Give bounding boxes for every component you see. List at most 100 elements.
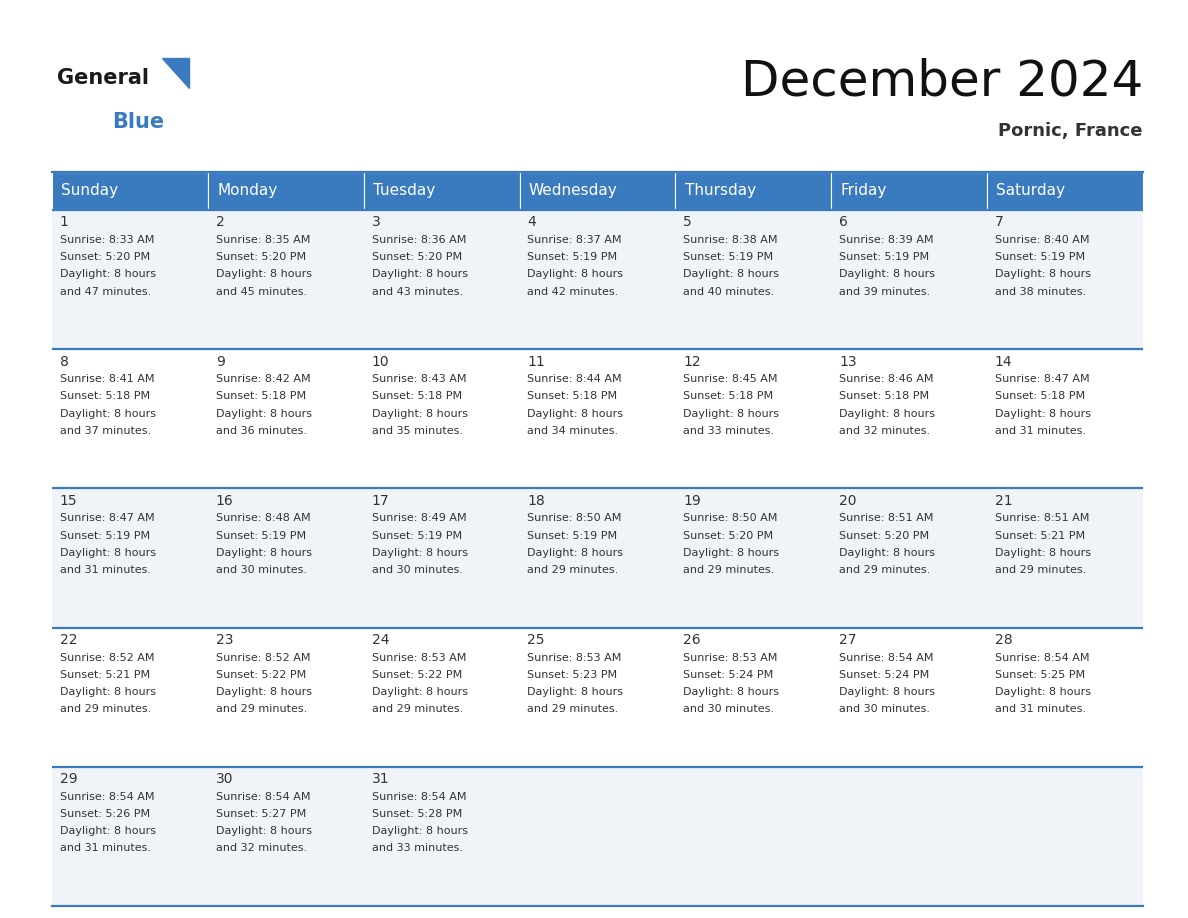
Text: Sunset: 5:19 PM: Sunset: 5:19 PM <box>839 252 929 263</box>
Text: Sunset: 5:18 PM: Sunset: 5:18 PM <box>994 391 1085 401</box>
Text: Daylight: 8 hours: Daylight: 8 hours <box>216 687 311 697</box>
Text: 28: 28 <box>994 633 1012 647</box>
FancyBboxPatch shape <box>832 767 987 906</box>
Text: 4: 4 <box>527 216 536 230</box>
Text: and 29 minutes.: and 29 minutes. <box>527 565 619 575</box>
Text: 15: 15 <box>59 494 77 508</box>
Text: 2: 2 <box>216 216 225 230</box>
Text: Sunset: 5:18 PM: Sunset: 5:18 PM <box>59 391 150 401</box>
Text: Daylight: 8 hours: Daylight: 8 hours <box>527 548 624 558</box>
Text: Sunset: 5:19 PM: Sunset: 5:19 PM <box>216 531 305 541</box>
Text: Sunrise: 8:43 AM: Sunrise: 8:43 AM <box>372 375 466 385</box>
Text: and 30 minutes.: and 30 minutes. <box>839 704 930 714</box>
Text: Sunrise: 8:54 AM: Sunrise: 8:54 AM <box>839 653 934 663</box>
Text: 25: 25 <box>527 633 545 647</box>
Text: and 29 minutes.: and 29 minutes. <box>59 704 151 714</box>
Text: Daylight: 8 hours: Daylight: 8 hours <box>372 548 468 558</box>
FancyBboxPatch shape <box>519 488 676 628</box>
Text: 21: 21 <box>994 494 1012 508</box>
Text: Sunset: 5:20 PM: Sunset: 5:20 PM <box>59 252 150 263</box>
Text: Sunrise: 8:49 AM: Sunrise: 8:49 AM <box>372 513 466 523</box>
Text: Sunrise: 8:45 AM: Sunrise: 8:45 AM <box>683 375 778 385</box>
Text: Sunset: 5:19 PM: Sunset: 5:19 PM <box>527 531 618 541</box>
FancyBboxPatch shape <box>364 172 519 210</box>
Text: Monday: Monday <box>217 184 278 198</box>
Text: Sunrise: 8:53 AM: Sunrise: 8:53 AM <box>372 653 466 663</box>
Text: and 32 minutes.: and 32 minutes. <box>839 426 930 436</box>
Text: Daylight: 8 hours: Daylight: 8 hours <box>59 409 156 419</box>
FancyBboxPatch shape <box>52 628 208 767</box>
FancyBboxPatch shape <box>987 488 1143 628</box>
Text: Sunset: 5:18 PM: Sunset: 5:18 PM <box>839 391 929 401</box>
Text: and 35 minutes.: and 35 minutes. <box>372 426 462 436</box>
Text: and 47 minutes.: and 47 minutes. <box>59 286 151 297</box>
FancyBboxPatch shape <box>676 628 832 767</box>
Text: Daylight: 8 hours: Daylight: 8 hours <box>372 269 468 279</box>
Text: Sunset: 5:20 PM: Sunset: 5:20 PM <box>372 252 462 263</box>
FancyBboxPatch shape <box>52 488 208 628</box>
FancyBboxPatch shape <box>832 628 987 767</box>
Text: Saturday: Saturday <box>997 184 1066 198</box>
FancyBboxPatch shape <box>52 172 208 210</box>
Text: and 45 minutes.: and 45 minutes. <box>216 286 307 297</box>
Text: Sunset: 5:19 PM: Sunset: 5:19 PM <box>683 252 773 263</box>
Text: 27: 27 <box>839 633 857 647</box>
Text: Sunrise: 8:54 AM: Sunrise: 8:54 AM <box>216 792 310 801</box>
FancyBboxPatch shape <box>519 628 676 767</box>
FancyBboxPatch shape <box>987 172 1143 210</box>
Text: Sunset: 5:20 PM: Sunset: 5:20 PM <box>839 531 929 541</box>
Text: 13: 13 <box>839 354 857 369</box>
FancyBboxPatch shape <box>519 172 676 210</box>
Text: 18: 18 <box>527 494 545 508</box>
Text: Sunrise: 8:52 AM: Sunrise: 8:52 AM <box>59 653 154 663</box>
Text: Daylight: 8 hours: Daylight: 8 hours <box>994 687 1091 697</box>
FancyBboxPatch shape <box>987 767 1143 906</box>
Text: Sunrise: 8:47 AM: Sunrise: 8:47 AM <box>59 513 154 523</box>
Text: 5: 5 <box>683 216 691 230</box>
Text: Sunrise: 8:52 AM: Sunrise: 8:52 AM <box>216 653 310 663</box>
Text: 8: 8 <box>59 354 69 369</box>
Text: and 36 minutes.: and 36 minutes. <box>216 426 307 436</box>
Text: Sunrise: 8:47 AM: Sunrise: 8:47 AM <box>994 375 1089 385</box>
Text: General: General <box>57 68 148 88</box>
FancyBboxPatch shape <box>208 628 364 767</box>
Text: and 43 minutes.: and 43 minutes. <box>372 286 462 297</box>
Text: Daylight: 8 hours: Daylight: 8 hours <box>839 409 935 419</box>
FancyBboxPatch shape <box>208 172 364 210</box>
Text: Daylight: 8 hours: Daylight: 8 hours <box>59 548 156 558</box>
Text: and 40 minutes.: and 40 minutes. <box>683 286 775 297</box>
FancyBboxPatch shape <box>987 628 1143 767</box>
Text: and 29 minutes.: and 29 minutes. <box>839 565 930 575</box>
FancyBboxPatch shape <box>208 488 364 628</box>
Text: 24: 24 <box>372 633 388 647</box>
Text: Sunrise: 8:53 AM: Sunrise: 8:53 AM <box>683 653 778 663</box>
Text: Sunrise: 8:33 AM: Sunrise: 8:33 AM <box>59 235 154 245</box>
Text: Tuesday: Tuesday <box>373 184 435 198</box>
Text: Sunrise: 8:40 AM: Sunrise: 8:40 AM <box>994 235 1089 245</box>
Text: Sunrise: 8:42 AM: Sunrise: 8:42 AM <box>216 375 310 385</box>
FancyBboxPatch shape <box>676 488 832 628</box>
Text: Daylight: 8 hours: Daylight: 8 hours <box>839 269 935 279</box>
Text: 1: 1 <box>59 216 69 230</box>
FancyBboxPatch shape <box>208 349 364 488</box>
Text: and 33 minutes.: and 33 minutes. <box>372 844 462 854</box>
Text: Sunset: 5:21 PM: Sunset: 5:21 PM <box>59 670 150 680</box>
Text: 23: 23 <box>216 633 233 647</box>
FancyBboxPatch shape <box>364 349 519 488</box>
Text: 17: 17 <box>372 494 390 508</box>
Text: Daylight: 8 hours: Daylight: 8 hours <box>683 687 779 697</box>
Text: 12: 12 <box>683 354 701 369</box>
Text: Sunset: 5:26 PM: Sunset: 5:26 PM <box>59 809 150 819</box>
Text: Daylight: 8 hours: Daylight: 8 hours <box>372 826 468 836</box>
Text: Pornic, France: Pornic, France <box>998 122 1143 140</box>
FancyBboxPatch shape <box>987 210 1143 349</box>
Text: 22: 22 <box>59 633 77 647</box>
Text: Sunset: 5:19 PM: Sunset: 5:19 PM <box>59 531 150 541</box>
Text: 11: 11 <box>527 354 545 369</box>
FancyBboxPatch shape <box>987 349 1143 488</box>
FancyBboxPatch shape <box>208 210 364 349</box>
Text: and 29 minutes.: and 29 minutes. <box>527 704 619 714</box>
Text: 10: 10 <box>372 354 390 369</box>
Text: Thursday: Thursday <box>684 184 756 198</box>
Text: Sunset: 5:27 PM: Sunset: 5:27 PM <box>216 809 305 819</box>
